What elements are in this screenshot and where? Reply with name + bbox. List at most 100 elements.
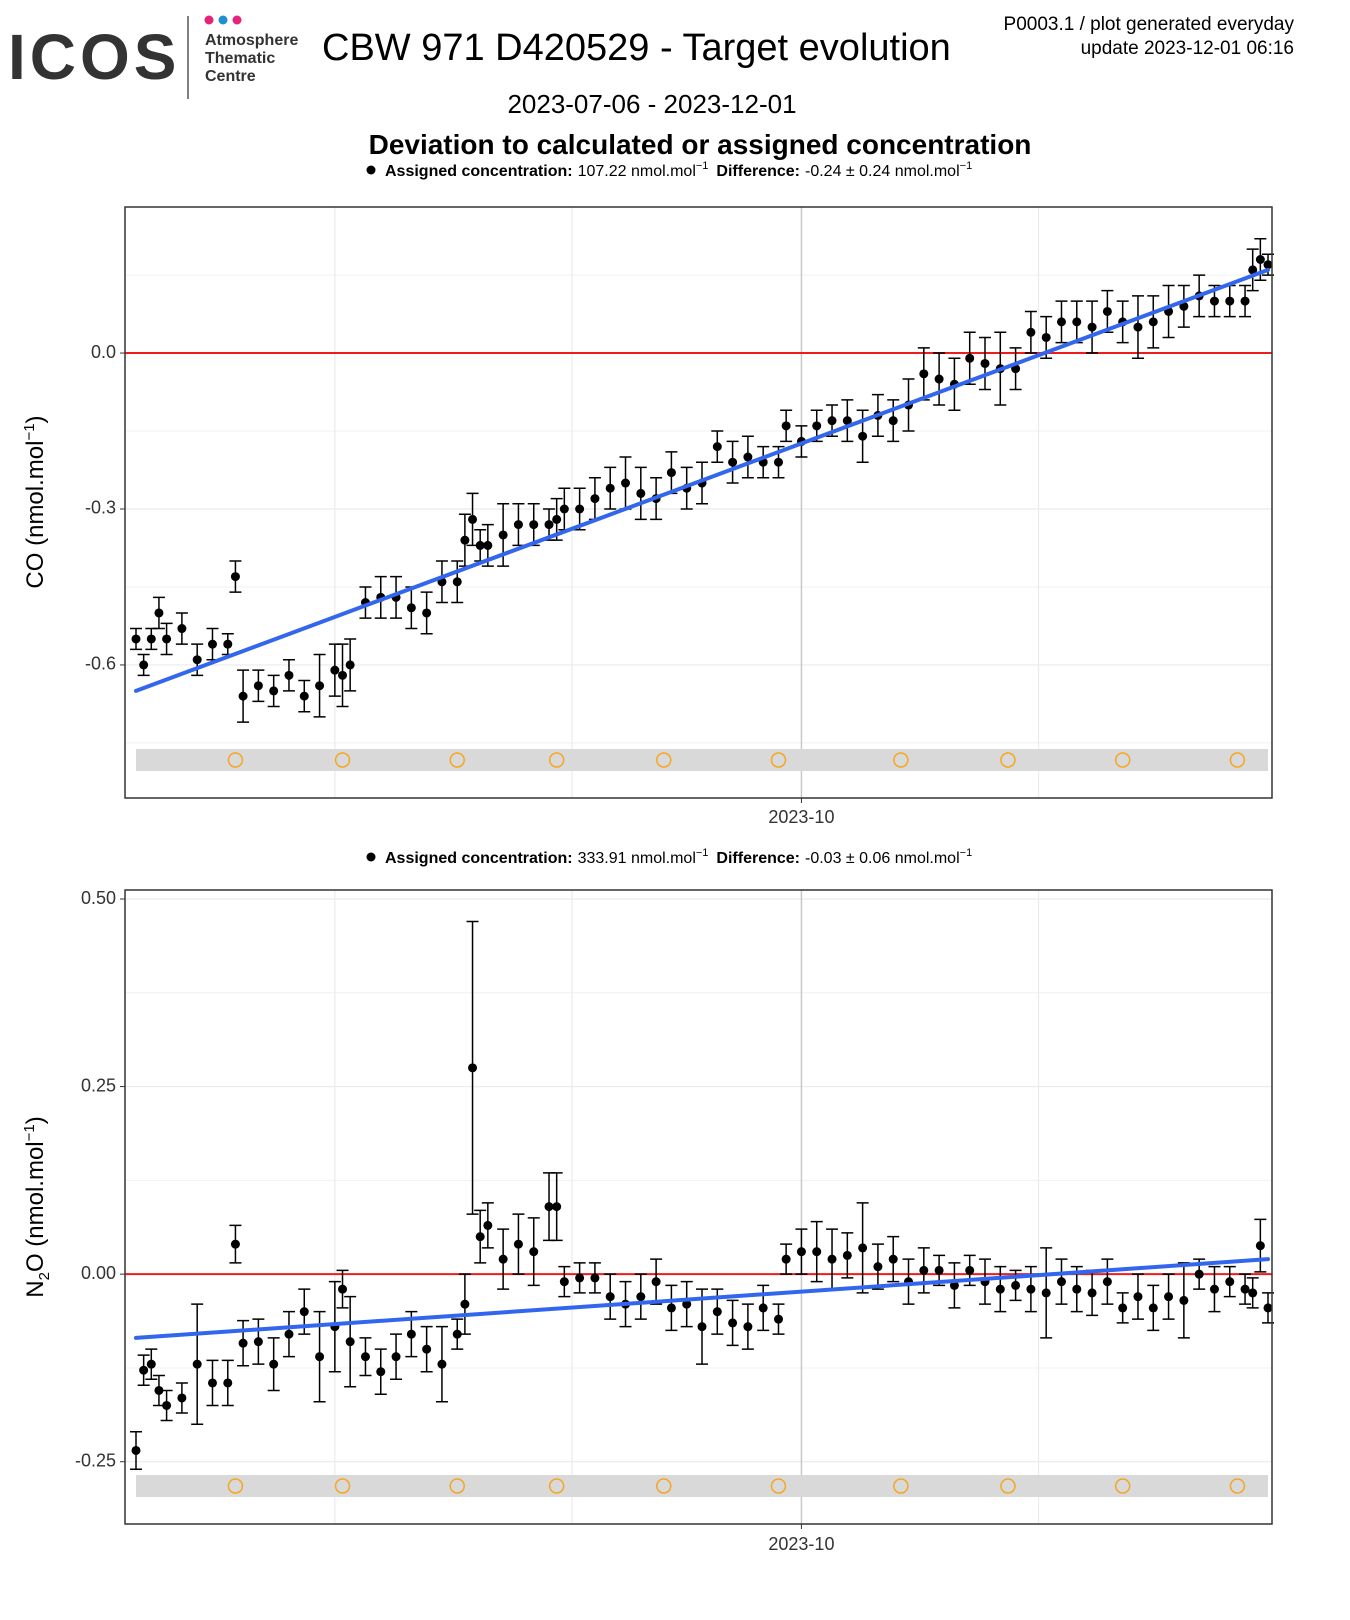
point — [1056, 1277, 1066, 1287]
point — [284, 1329, 294, 1339]
point — [552, 1202, 562, 1212]
point — [1148, 317, 1158, 327]
point — [376, 1367, 386, 1377]
point — [299, 691, 309, 701]
point — [162, 634, 172, 644]
logo-dot — [232, 15, 242, 25]
point — [812, 1247, 822, 1257]
point — [253, 1337, 263, 1347]
point — [995, 1284, 1005, 1294]
point — [1041, 332, 1051, 342]
legend-value: 333.91 nmol.mol — [578, 850, 696, 867]
period: 2023-07-06 - 2023-12-01 — [507, 89, 796, 119]
point — [575, 504, 585, 514]
point — [1102, 306, 1112, 316]
point — [192, 1359, 202, 1369]
point — [1164, 1292, 1174, 1302]
point — [1102, 1277, 1112, 1287]
point — [1026, 327, 1036, 337]
point — [223, 1378, 233, 1388]
point — [590, 1273, 600, 1283]
legend: Assigned concentration: 107.22 nmol.mol−1… — [385, 160, 972, 180]
point — [1087, 1288, 1097, 1298]
y-label-part: N — [22, 1280, 49, 1297]
point — [559, 504, 569, 514]
marker — [548, 752, 565, 768]
point — [468, 1063, 478, 1073]
point — [139, 660, 149, 670]
legend-value: -0.24 ± 0.24 nmol.mol — [805, 163, 960, 180]
point — [712, 442, 722, 452]
y-label-part: ) — [22, 1116, 49, 1124]
point — [858, 431, 868, 441]
marker — [770, 752, 787, 768]
point — [223, 639, 233, 649]
legend: Assigned concentration: 333.91 nmol.mol−1… — [385, 847, 972, 867]
point — [552, 514, 562, 524]
marker — [770, 1478, 787, 1494]
marker — [548, 1478, 565, 1494]
point — [781, 421, 791, 431]
point — [177, 624, 187, 634]
point — [146, 1359, 156, 1369]
y-label-part: O (nmol.mol — [22, 1141, 49, 1272]
y-tick-label: -0.6 — [85, 654, 116, 674]
marker — [449, 1478, 465, 1494]
point — [1072, 1284, 1082, 1294]
point — [529, 1247, 539, 1257]
point — [269, 1359, 279, 1369]
point — [743, 452, 753, 462]
point — [475, 1232, 485, 1242]
legend-label: Assigned concentration: — [385, 850, 573, 867]
point — [1072, 317, 1082, 327]
y-label-part: CO (nmol.mol — [22, 441, 49, 589]
point — [1087, 322, 1097, 332]
point — [796, 1247, 806, 1257]
point — [315, 681, 325, 691]
x-tick-label: 2023-10 — [768, 1534, 834, 1554]
panel-frame — [124, 206, 1273, 799]
point — [636, 488, 646, 498]
marker — [1114, 1478, 1131, 1494]
point — [1209, 296, 1219, 306]
point — [452, 577, 462, 587]
point — [253, 681, 263, 691]
point — [636, 1292, 646, 1302]
point — [207, 639, 217, 649]
marker — [893, 1478, 909, 1494]
panel-background — [125, 890, 1272, 1524]
point — [498, 530, 508, 540]
point — [728, 457, 738, 467]
point — [888, 1254, 898, 1264]
y-axis-label: N2O (nmol.mol−1) — [21, 1116, 53, 1297]
marker — [656, 1478, 672, 1494]
point — [207, 1378, 217, 1388]
y-axis-label: CO (nmol.mol−1) — [21, 415, 49, 588]
point — [1179, 1295, 1189, 1305]
note: P0003.1 / plot generated everyday — [1004, 14, 1295, 35]
logo: ICOS — [8, 21, 180, 93]
y-tick-label: -0.25 — [75, 1450, 116, 1470]
point — [559, 1277, 569, 1287]
point — [1041, 1288, 1051, 1298]
logo-text: Atmosphere — [205, 32, 298, 49]
point — [666, 1303, 676, 1313]
point — [338, 1284, 348, 1294]
marker — [1000, 1478, 1016, 1494]
point — [888, 416, 898, 426]
marker-band — [136, 749, 1268, 771]
point — [773, 1314, 783, 1324]
point — [406, 1329, 416, 1339]
y-label-part: ) — [22, 415, 49, 423]
logo-dot — [204, 15, 214, 25]
legend-exp: −1 — [696, 160, 709, 172]
point — [230, 1239, 240, 1249]
legend-value: -0.03 ± 0.06 nmol.mol — [805, 850, 960, 867]
marker — [1229, 1478, 1246, 1494]
logo-text: Thematic — [205, 50, 275, 67]
marker — [334, 1478, 351, 1494]
legend-label: Assigned concentration: — [385, 163, 573, 180]
marker — [449, 752, 465, 768]
point — [475, 540, 485, 550]
